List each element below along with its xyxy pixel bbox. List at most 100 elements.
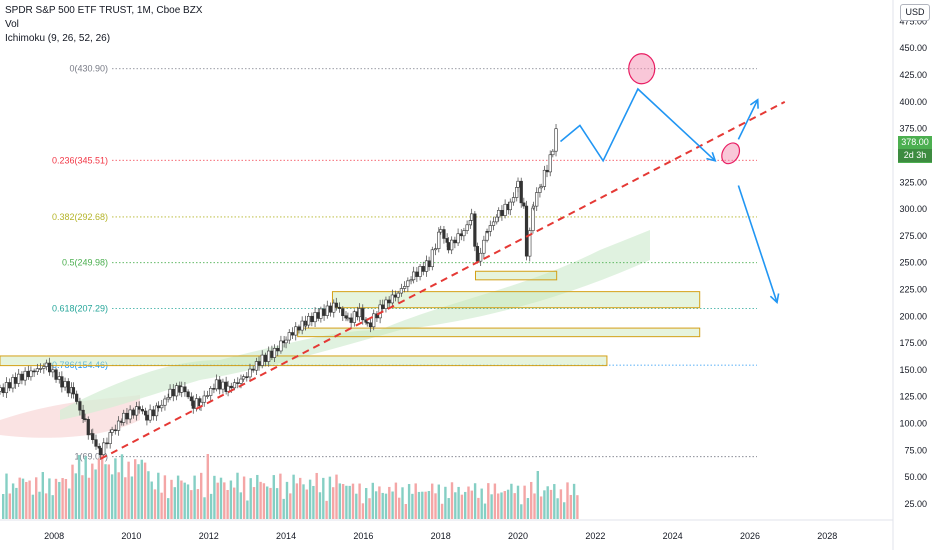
candle-body	[205, 395, 210, 397]
candle-body	[500, 210, 504, 216]
chart-title: SPDR S&P 500 ETF TRUST, 1M, Cboe BZX	[5, 5, 203, 16]
volume-bar	[61, 478, 64, 519]
trendline	[100, 100, 786, 460]
volume-bar	[530, 481, 533, 519]
volume-bar	[190, 490, 193, 519]
candle-body	[48, 362, 52, 373]
volume-bar	[236, 472, 239, 519]
candle-body	[325, 305, 329, 316]
candle-body	[218, 379, 222, 390]
volume-bar	[266, 486, 269, 519]
volume-bar	[25, 481, 28, 519]
candle-body	[542, 169, 547, 187]
candle-body	[361, 308, 365, 321]
candle-body	[75, 393, 79, 402]
candle-body	[307, 315, 311, 326]
volume-bar	[114, 458, 117, 519]
volume-bar	[497, 493, 500, 519]
volume-bar	[539, 496, 543, 519]
candle-body	[63, 381, 67, 388]
volume-bar	[401, 487, 404, 519]
volume-bar	[87, 477, 91, 519]
y-tick-label: 275.00	[899, 231, 927, 241]
candle-body	[341, 308, 345, 316]
volume-bars	[2, 449, 579, 519]
candle-body	[479, 252, 483, 262]
volume-bar	[536, 471, 539, 519]
volume-bar	[163, 475, 167, 519]
volume-bar	[97, 458, 101, 519]
candle-body	[554, 128, 558, 152]
candle-body	[168, 388, 172, 398]
candle-body	[214, 379, 219, 390]
candle-body	[260, 354, 264, 366]
volume-bar	[302, 484, 305, 519]
currency-button[interactable]: USD	[900, 4, 930, 21]
x-tick-label: 2012	[199, 531, 219, 541]
candle-body	[163, 398, 167, 406]
volume-bar	[203, 497, 206, 519]
candle-body	[236, 382, 240, 384]
candle-body	[491, 221, 496, 226]
candle-body	[433, 248, 438, 251]
candle-body	[20, 373, 24, 381]
volume-bar	[229, 480, 233, 519]
volume-bar	[374, 491, 378, 519]
candle-body	[511, 197, 516, 203]
volume-bar	[424, 491, 427, 519]
candle-body	[372, 313, 376, 328]
volume-bar	[28, 480, 31, 519]
volume-bar	[553, 484, 556, 519]
volume-bar	[84, 456, 87, 519]
volume-bar	[272, 475, 275, 519]
ichimoku-legend: Ichimoku (9, 26, 52, 26)	[5, 33, 111, 44]
candle-body	[279, 340, 283, 352]
candle-body	[38, 368, 43, 370]
candle-body	[287, 332, 291, 341]
candle-body	[357, 308, 362, 318]
volume-bar	[335, 474, 338, 519]
candle-body	[473, 213, 477, 247]
candle-body	[344, 315, 348, 319]
volume-bar	[487, 483, 490, 519]
candle-body	[396, 292, 400, 298]
candles	[0, 124, 558, 460]
volume-bar	[457, 486, 460, 519]
volume-bar	[150, 481, 153, 519]
candle-body	[11, 377, 15, 389]
candle-body	[424, 260, 429, 272]
candle-body	[29, 370, 33, 378]
volume-bar	[11, 483, 15, 519]
candle-body	[319, 308, 323, 319]
volume-bar	[464, 491, 467, 519]
candle-body	[251, 368, 255, 371]
volume-bar	[454, 492, 457, 519]
candle-body	[475, 246, 480, 262]
volume-bar	[566, 482, 569, 519]
candle-body	[60, 376, 64, 388]
x-tick-label: 2022	[585, 531, 605, 541]
candle-body	[254, 361, 259, 371]
volume-bar	[282, 498, 285, 519]
candle-body	[394, 294, 398, 298]
candle-body	[160, 404, 164, 409]
volume-bar	[549, 489, 553, 519]
volume-bar	[421, 491, 424, 519]
volume-bar	[569, 494, 572, 519]
x-tick-label: 2026	[740, 531, 760, 541]
candle-body	[294, 326, 298, 336]
x-tick-label: 2024	[663, 531, 683, 541]
projection-arrowhead	[769, 293, 780, 304]
volume-bar	[510, 483, 513, 519]
candle-body	[239, 378, 243, 384]
candle-body	[91, 433, 95, 441]
candle-body	[0, 387, 2, 392]
volume-bar	[206, 454, 209, 519]
volume-bar	[533, 493, 536, 519]
candle-body	[390, 294, 394, 304]
fib-level-label: 0.5(249.98)	[62, 258, 108, 268]
volume-bar	[299, 477, 302, 519]
candle-body	[116, 420, 121, 431]
candle-body	[183, 386, 187, 393]
